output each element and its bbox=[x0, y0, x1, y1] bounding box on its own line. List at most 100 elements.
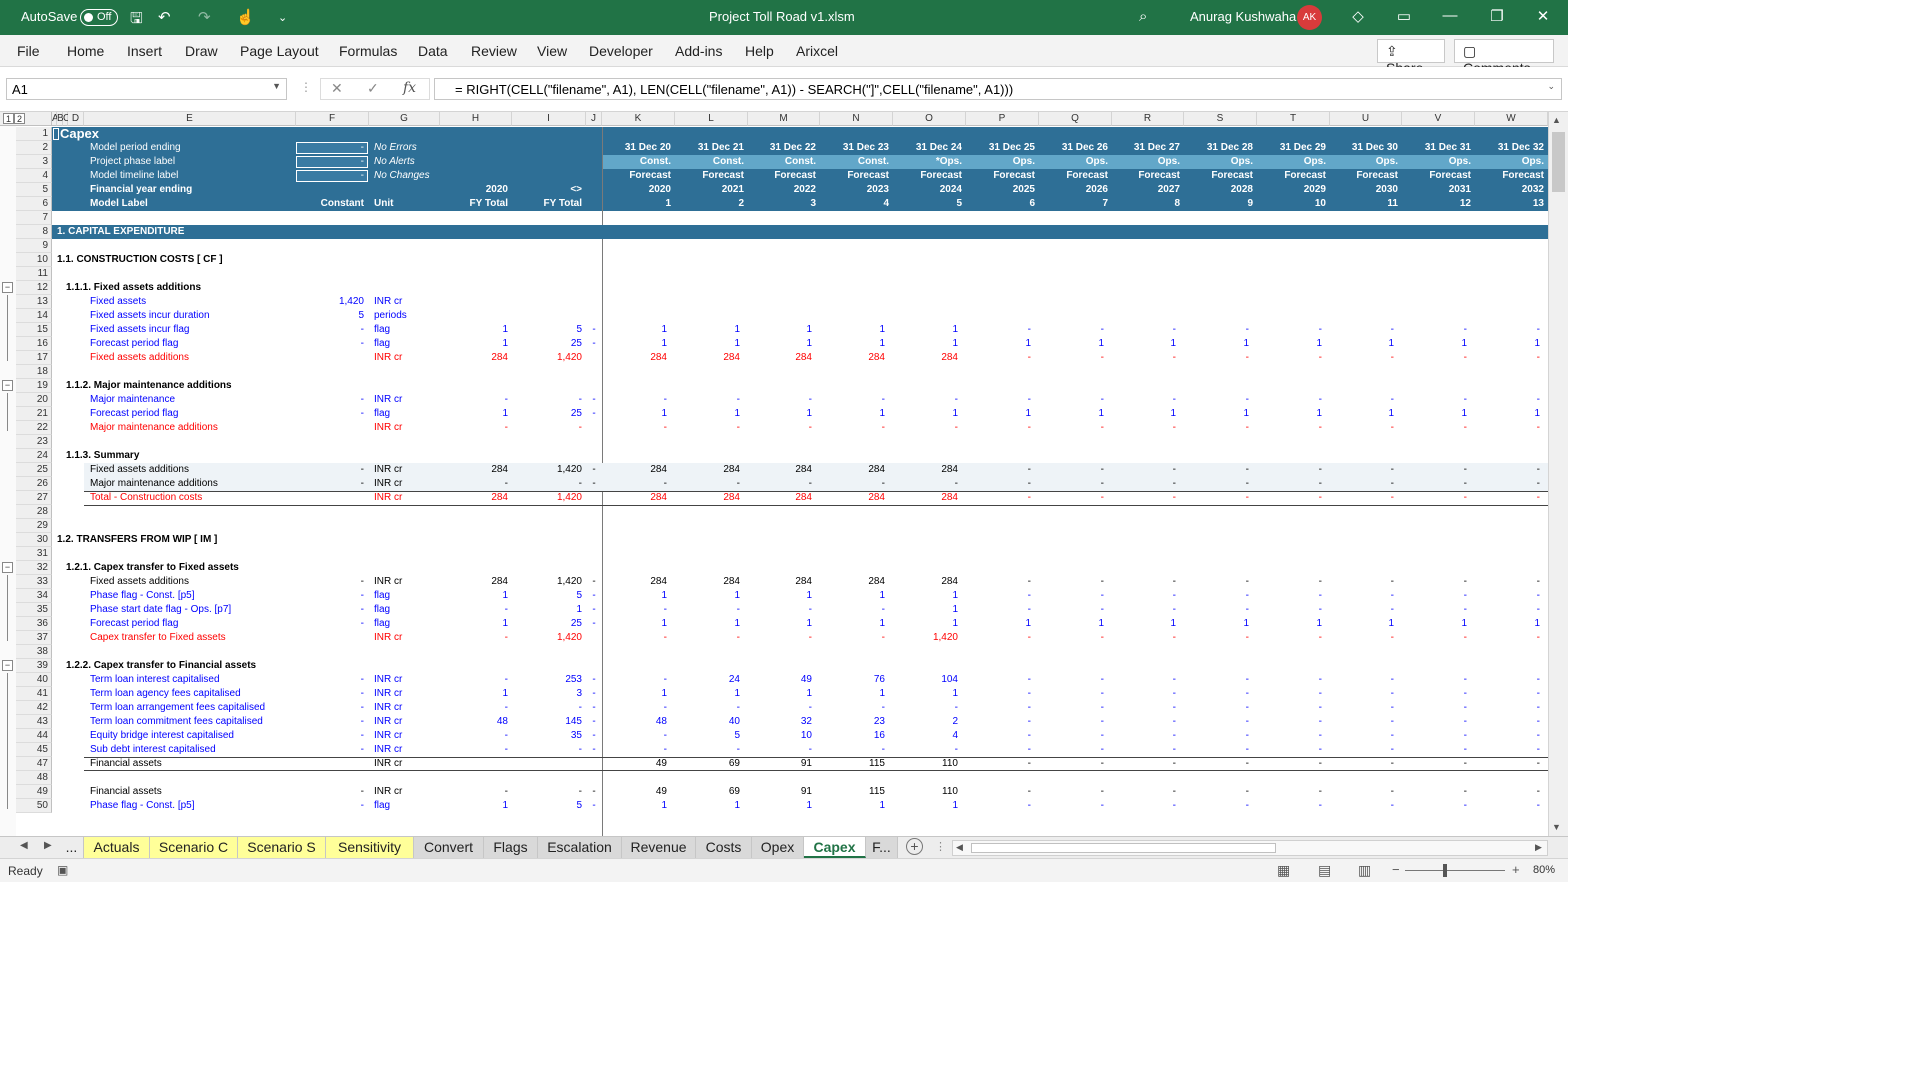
period-value-cell[interactable]: 10 bbox=[800, 730, 812, 741]
period-value-cell[interactable]: - bbox=[1463, 688, 1467, 699]
menu-data[interactable]: Data bbox=[418, 43, 448, 59]
period-value-cell[interactable]: - bbox=[1172, 590, 1176, 601]
period-value-cell[interactable]: - bbox=[1027, 800, 1031, 811]
row-header-20[interactable]: 20 bbox=[16, 393, 52, 407]
period-value-cell[interactable]: - bbox=[1390, 464, 1394, 475]
j-cell[interactable]: - bbox=[592, 618, 596, 629]
row-label[interactable]: Term loan agency fees capitalised bbox=[90, 688, 241, 699]
next-sheet-icon[interactable]: ▶ bbox=[44, 840, 52, 851]
period-value-cell[interactable]: - bbox=[1318, 590, 1322, 601]
scroll-right-icon[interactable]: ▶ bbox=[1535, 842, 1542, 852]
row-header-6[interactable]: 6 bbox=[16, 197, 52, 211]
constant-cell[interactable]: - bbox=[360, 590, 364, 601]
tab-f[interactable]: F... bbox=[866, 837, 898, 858]
j-cell[interactable]: - bbox=[592, 744, 596, 755]
fy-total-cell[interactable]: 284 bbox=[491, 576, 508, 587]
col-header-F[interactable]: F bbox=[296, 112, 369, 126]
period-value-cell[interactable]: - bbox=[1172, 744, 1176, 755]
period-value-cell[interactable]: - bbox=[1318, 688, 1322, 699]
period-value-cell[interactable]: 1 bbox=[879, 408, 885, 419]
period-value-cell[interactable]: - bbox=[1027, 632, 1031, 643]
period-value-cell[interactable]: - bbox=[1245, 800, 1249, 811]
tab-costs[interactable]: Costs bbox=[696, 837, 752, 858]
period-value-cell[interactable]: - bbox=[1100, 352, 1104, 363]
period-value-cell[interactable]: - bbox=[1027, 716, 1031, 727]
period-value-cell[interactable]: 1 bbox=[952, 408, 958, 419]
tab-opex[interactable]: Opex bbox=[752, 837, 804, 858]
period-value-cell[interactable]: - bbox=[1390, 702, 1394, 713]
period-value-cell[interactable]: - bbox=[736, 422, 740, 433]
row-label[interactable]: Fixed assets incur flag bbox=[90, 324, 190, 335]
period-value-cell[interactable]: 1 bbox=[952, 324, 958, 335]
row-label[interactable]: Phase flag - Const. [p5] bbox=[90, 800, 195, 811]
period-value-cell[interactable]: - bbox=[1100, 478, 1104, 489]
fy-total-cell[interactable]: - bbox=[578, 422, 582, 433]
row-label[interactable]: Fixed assets bbox=[90, 296, 147, 307]
period-value-cell[interactable]: - bbox=[1390, 352, 1394, 363]
period-value-cell[interactable]: - bbox=[1100, 604, 1104, 615]
search-icon[interactable]: ⌕ bbox=[1139, 8, 1148, 25]
period-value-cell[interactable]: - bbox=[1463, 786, 1467, 797]
period-value-cell[interactable]: 1 bbox=[1316, 408, 1322, 419]
customize-toolbar-icon[interactable]: ⌄ bbox=[278, 12, 288, 24]
fy-total-cell[interactable]: - bbox=[578, 394, 582, 405]
fy-total-cell[interactable]: - bbox=[504, 744, 508, 755]
restore-icon[interactable]: ❐ bbox=[1490, 8, 1504, 25]
period-value-cell[interactable]: 1 bbox=[1316, 618, 1322, 629]
row-label[interactable]: Phase flag - Const. [p5] bbox=[90, 590, 195, 601]
period-value-cell[interactable]: 1 bbox=[661, 688, 667, 699]
menu-page-layout[interactable]: Page Layout bbox=[240, 43, 319, 59]
row-label[interactable]: Phase start date flag - Ops. [p7] bbox=[90, 604, 232, 615]
fy-total-cell[interactable]: 5 bbox=[576, 800, 582, 811]
period-value-cell[interactable]: - bbox=[954, 702, 958, 713]
period-value-cell[interactable]: 284 bbox=[650, 464, 667, 475]
period-value-cell[interactable]: - bbox=[663, 744, 667, 755]
fy-total-cell[interactable]: 48 bbox=[496, 716, 508, 727]
menu-file[interactable]: File bbox=[17, 43, 40, 59]
period-value-cell[interactable]: - bbox=[808, 478, 812, 489]
period-value-cell[interactable]: 284 bbox=[795, 464, 812, 475]
row-label[interactable]: Term loan arrangement fees capitalised bbox=[90, 702, 266, 713]
share-button[interactable]: ⇪ Share bbox=[1377, 39, 1445, 76]
row-label[interactable]: Sub debt interest capitalised bbox=[90, 744, 216, 755]
undo-icon[interactable]: ↶ bbox=[158, 9, 171, 26]
zoom-level[interactable]: 80% bbox=[1533, 864, 1556, 876]
period-value-cell[interactable]: 284 bbox=[868, 464, 885, 475]
vertical-scrollbar[interactable]: ▲ ▼ bbox=[1548, 112, 1568, 836]
period-value-cell[interactable]: - bbox=[1100, 590, 1104, 601]
period-value-cell[interactable]: - bbox=[1027, 758, 1031, 769]
period-value-cell[interactable]: - bbox=[1536, 576, 1540, 587]
period-value-cell[interactable]: - bbox=[1536, 604, 1540, 615]
fy-total-cell[interactable]: 1 bbox=[502, 800, 508, 811]
period-value-cell[interactable]: - bbox=[1245, 492, 1249, 503]
row-header-16[interactable]: 16 bbox=[16, 337, 52, 351]
period-value-cell[interactable]: - bbox=[736, 744, 740, 755]
row-header-32[interactable]: 32 bbox=[16, 561, 52, 575]
col-header-U[interactable]: U bbox=[1330, 112, 1402, 126]
row-header-44[interactable]: 44 bbox=[16, 729, 52, 743]
constant-cell[interactable]: - bbox=[360, 618, 364, 629]
header-input-cell[interactable] bbox=[296, 156, 368, 168]
period-value-cell[interactable]: 1 bbox=[1098, 338, 1104, 349]
row-header-47[interactable]: 47 bbox=[16, 757, 52, 771]
scroll-left-icon[interactable]: ◀ bbox=[956, 842, 963, 852]
j-cell[interactable]: - bbox=[592, 394, 596, 405]
period-value-cell[interactable]: 1 bbox=[1461, 338, 1467, 349]
save-icon[interactable]: 🖫 bbox=[130, 10, 143, 27]
fy-total-cell[interactable]: - bbox=[504, 632, 508, 643]
tab-flags[interactable]: Flags bbox=[484, 837, 538, 858]
menu-insert[interactable]: Insert bbox=[127, 43, 163, 59]
col-header-D[interactable]: D bbox=[68, 112, 84, 126]
horizontal-scrollbar[interactable]: ◀ ▶ bbox=[952, 840, 1548, 856]
period-value-cell[interactable]: 16 bbox=[873, 730, 885, 741]
period-value-cell[interactable]: - bbox=[1463, 576, 1467, 587]
macro-record-icon[interactable]: ▣ bbox=[57, 863, 69, 877]
period-value-cell[interactable]: - bbox=[1100, 702, 1104, 713]
period-value-cell[interactable]: - bbox=[1536, 478, 1540, 489]
zoom-out-icon[interactable]: − bbox=[1392, 862, 1400, 877]
j-cell[interactable]: - bbox=[592, 716, 596, 727]
period-value-cell[interactable]: - bbox=[1172, 604, 1176, 615]
period-value-cell[interactable]: 1 bbox=[1534, 618, 1540, 629]
period-value-cell[interactable]: 1 bbox=[1098, 408, 1104, 419]
period-value-cell[interactable]: 1 bbox=[879, 590, 885, 601]
